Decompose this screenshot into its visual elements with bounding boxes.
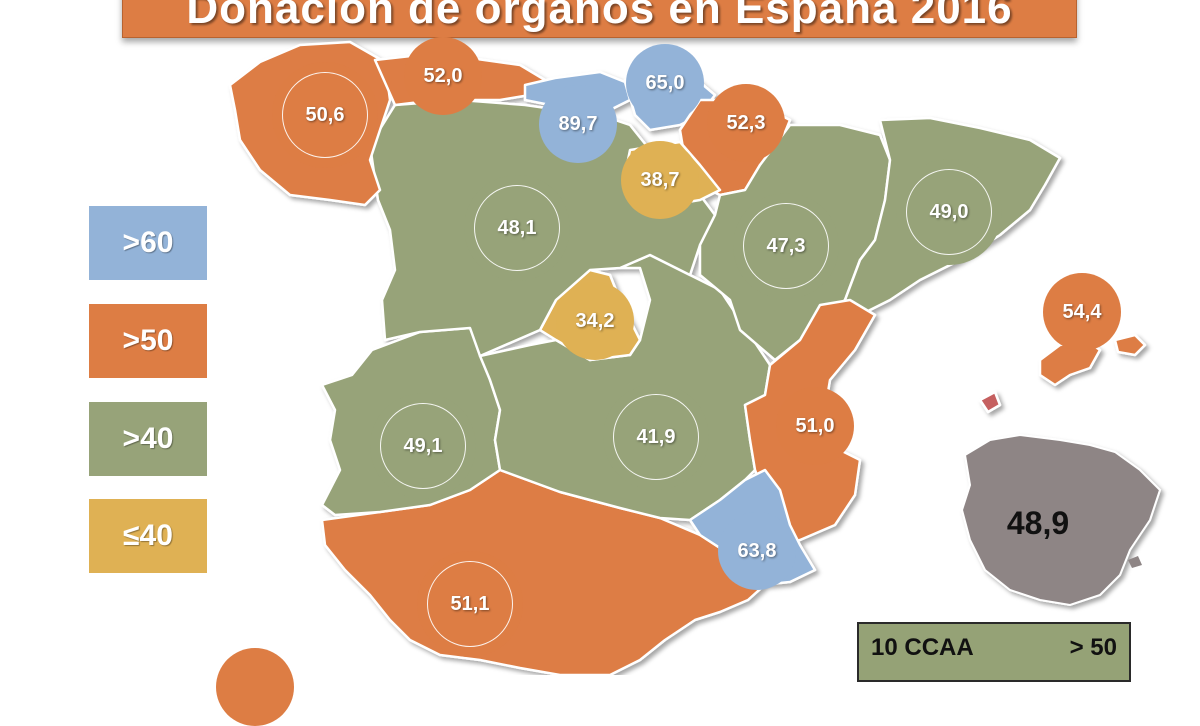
legend-blue: >60	[89, 206, 207, 280]
national-mini-map	[960, 433, 1162, 607]
region-bubble-partial	[216, 648, 294, 726]
region-bubble-baleares: 54,4	[1043, 273, 1121, 351]
summary-box: 10 CCAA > 50	[857, 622, 1131, 682]
region-menorca	[1113, 333, 1147, 357]
legend-green: >40	[89, 402, 207, 476]
region-bubble-castilla-la-mancha: 41,9	[603, 384, 709, 490]
region-bubble-galicia: 50,6	[272, 62, 378, 168]
region-bubble-asturias: 52,0	[404, 37, 482, 115]
region-bubble-castilla-y-leon: 48,1	[464, 175, 570, 281]
region-bubble-extremadura: 49,1	[370, 393, 476, 499]
title-banner: Donación de órganos en España 2016	[122, 0, 1077, 38]
page-title: Donación de órganos en España 2016	[186, 0, 1013, 33]
national-mini-islands	[1128, 556, 1142, 568]
region-bubble-andalucia: 51,1	[417, 551, 523, 657]
summary-threshold: > 50	[1069, 634, 1117, 661]
summary-count: 10 CCAA	[871, 634, 974, 661]
legend-label: ≤40	[123, 519, 173, 552]
legend-yellow: ≤40	[89, 499, 207, 573]
region-bubble-cataluna: 49,0	[896, 159, 1002, 265]
region-bubble-aragon: 47,3	[733, 193, 839, 299]
region-bubble-navarra: 52,3	[707, 84, 785, 162]
region-bubble-cantabria: 89,7	[539, 85, 617, 163]
region-bubble-la-rioja: 38,7	[621, 141, 699, 219]
region-ibiza	[978, 390, 1002, 414]
region-bubble-pais-vasco: 65,0	[626, 44, 704, 122]
legend-label: >50	[122, 324, 174, 357]
region-bubble-valencia: 51,0	[776, 387, 854, 465]
region-bubble-murcia: 63,8	[718, 512, 796, 590]
legend-label: >60	[122, 226, 174, 259]
national-value: 48,9	[1006, 505, 1070, 541]
region-bubble-madrid: 34,2	[556, 282, 634, 360]
legend-orange: >50	[89, 304, 207, 378]
legend-label: >40	[122, 422, 174, 455]
